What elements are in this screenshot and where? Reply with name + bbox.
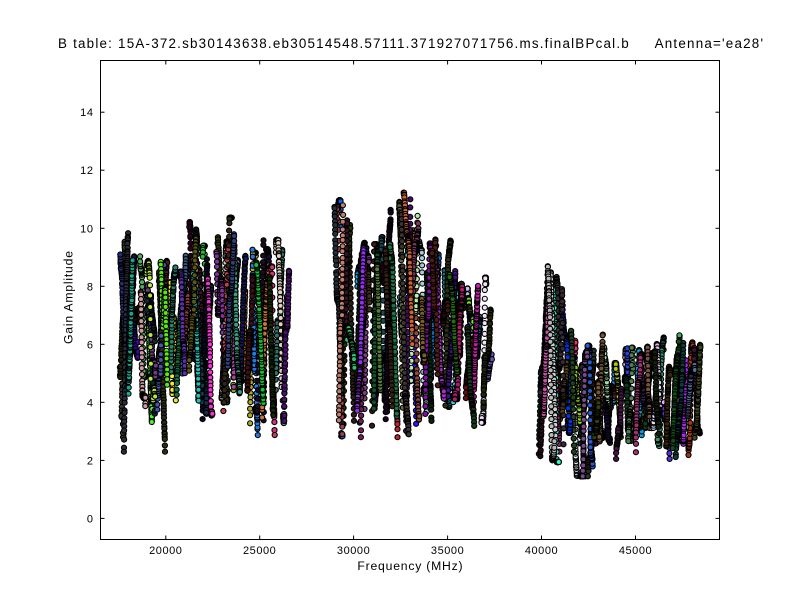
svg-text:0: 0 [87,513,94,525]
svg-text:14: 14 [80,107,93,119]
svg-text:40000: 40000 [525,545,558,557]
svg-text:2: 2 [87,455,94,467]
svg-text:45000: 45000 [619,545,652,557]
svg-text:B table: 15A-372.sb30143638.eb: B table: 15A-372.sb30143638.eb30514548.5… [58,36,763,51]
svg-text:25000: 25000 [243,545,276,557]
svg-text:Frequency (MHz): Frequency (MHz) [357,559,462,573]
svg-text:4: 4 [87,397,94,409]
svg-text:Gain Amplitude: Gain Amplitude [62,251,76,344]
svg-text:35000: 35000 [431,545,464,557]
svg-text:8: 8 [87,281,94,293]
svg-text:20000: 20000 [149,545,182,557]
svg-text:12: 12 [80,165,93,177]
svg-text:6: 6 [87,339,94,351]
svg-text:30000: 30000 [337,545,370,557]
svg-text:10: 10 [80,223,93,235]
